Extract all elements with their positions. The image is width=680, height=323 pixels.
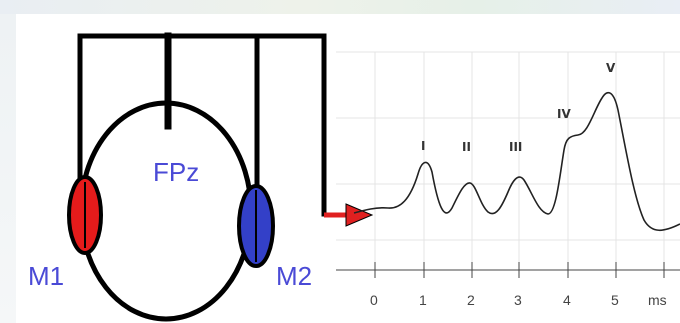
- tick-label-4: 4: [563, 292, 571, 308]
- tick-label-1: 1: [419, 292, 427, 308]
- label-m1: M1: [28, 261, 64, 291]
- abr-waveform-trace: [353, 91, 680, 232]
- tick-label-0: 0: [370, 292, 378, 308]
- tick-label-3: 3: [514, 292, 522, 308]
- left-electrode: [67, 175, 103, 255]
- right-electrode: [237, 184, 275, 268]
- signal-arrow: [324, 203, 374, 227]
- tick-label-2: 2: [467, 292, 475, 308]
- axis-unit-label: ms: [648, 292, 667, 308]
- electrode-wiring: [77, 32, 327, 217]
- peak-label-iii: III: [509, 140, 522, 154]
- left-background-band: [0, 14, 16, 323]
- peak-label-v: V: [606, 61, 616, 75]
- peak-label-i: I: [421, 139, 425, 153]
- peak-label-iv: IV: [557, 107, 571, 121]
- label-fpz: FPz: [153, 157, 199, 187]
- head-outline: [78, 100, 254, 322]
- tick-label-5: 5: [611, 292, 619, 308]
- top-background-band: [0, 0, 680, 14]
- time-axis: [336, 262, 680, 278]
- waveform-grid: [336, 51, 680, 270]
- peak-label-ii: II: [462, 140, 471, 154]
- label-m2: M2: [276, 261, 312, 291]
